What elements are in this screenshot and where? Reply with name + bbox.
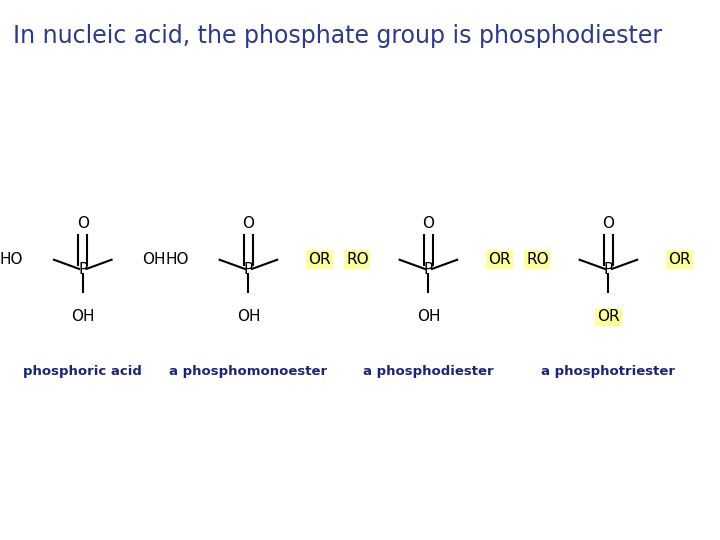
Text: OH: OH [143, 252, 166, 267]
Text: O: O [77, 215, 89, 231]
Text: a phosphomonoester: a phosphomonoester [169, 364, 328, 377]
Text: OR: OR [597, 309, 620, 325]
Text: RO: RO [346, 252, 369, 267]
Text: phosphoric acid: phosphoric acid [23, 364, 143, 377]
Text: a phosphodiester: a phosphodiester [363, 364, 494, 377]
Text: OH: OH [71, 309, 94, 325]
Text: P: P [244, 262, 253, 278]
Text: O: O [423, 215, 434, 231]
Text: OR: OR [668, 252, 690, 267]
Text: OR: OR [488, 252, 510, 267]
Text: O: O [243, 215, 254, 231]
Text: HO: HO [165, 252, 189, 267]
Text: OR: OR [308, 252, 330, 267]
Text: OH: OH [417, 309, 440, 325]
Text: O: O [603, 215, 614, 231]
Text: OH: OH [237, 309, 260, 325]
Text: a phosphotriester: a phosphotriester [541, 364, 675, 377]
Text: P: P [78, 262, 87, 278]
Text: P: P [424, 262, 433, 278]
Text: RO: RO [526, 252, 549, 267]
Text: In nucleic acid, the phosphate group is phosphodiester: In nucleic acid, the phosphate group is … [13, 24, 662, 48]
Text: HO: HO [0, 252, 23, 267]
Text: P: P [604, 262, 613, 278]
